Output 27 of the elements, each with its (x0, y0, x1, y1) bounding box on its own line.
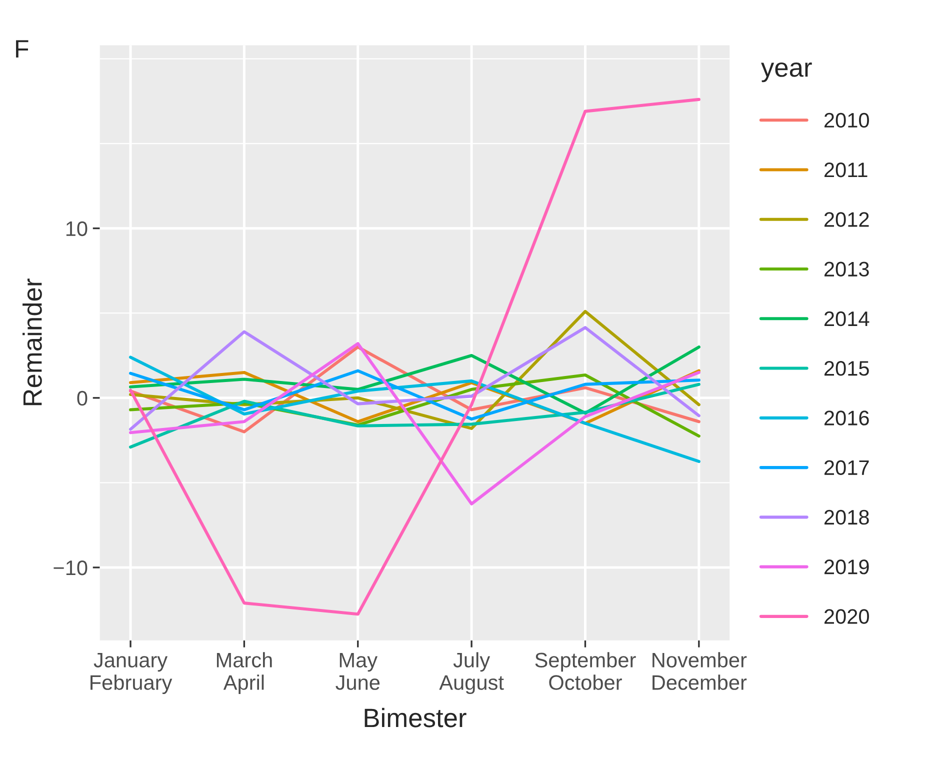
legend-label: 2020 (824, 609, 869, 624)
x-axis-title: Bimester (364, 708, 466, 728)
y-tick-label: −10 (54, 560, 88, 576)
legend-title: year (761, 62, 812, 82)
legend-label: 2016 (824, 410, 869, 426)
legend-label: 2010 (824, 112, 869, 128)
legend-label: 2011 (824, 162, 868, 178)
y-tick-label: 10 (66, 221, 88, 236)
x-tick-label: September October (535, 652, 636, 690)
legend-label: 2017 (824, 460, 869, 476)
line-series (128, 342, 700, 506)
legend-label: 2012 (824, 212, 869, 227)
legend-label: 2014 (824, 311, 870, 326)
line-series (128, 98, 700, 616)
y-tick-label: 0 (77, 390, 88, 406)
chart-title: F (16, 40, 28, 58)
x-tick-label: May June (336, 652, 380, 690)
legend-label: 2018 (824, 510, 869, 525)
y-axis-title: Remainder (22, 278, 42, 406)
x-tick-label: July August (439, 652, 504, 694)
x-tick-label: November December (652, 652, 747, 690)
line-series (128, 356, 700, 464)
legend-label: 2015 (824, 361, 869, 376)
x-tick-label: March April (216, 652, 272, 694)
x-tick-label: January February (90, 652, 172, 694)
legend-label: 2013 (824, 262, 869, 277)
legend-label: 2019 (824, 560, 869, 574)
